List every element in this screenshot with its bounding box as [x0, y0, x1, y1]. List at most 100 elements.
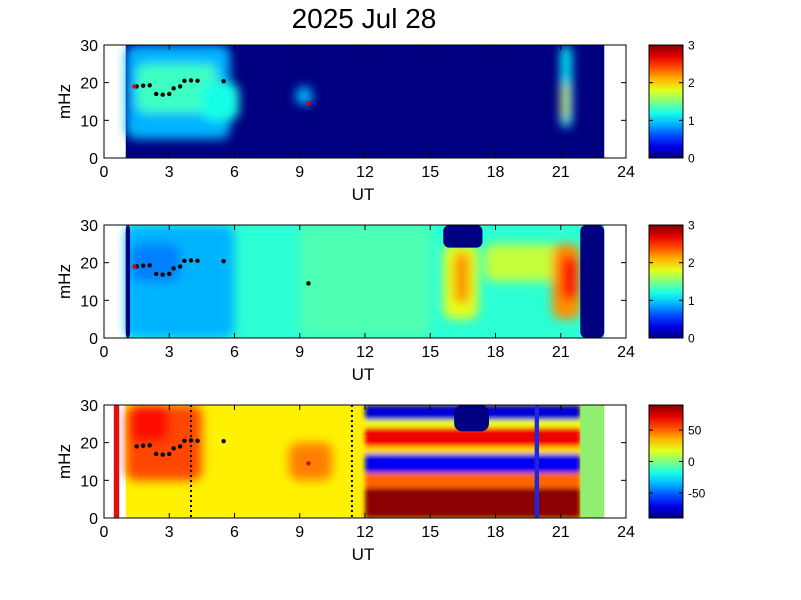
heatmap-mask	[580, 405, 605, 518]
x-tick-label: 21	[552, 524, 570, 541]
marker-point	[221, 438, 226, 444]
colorbar-tick-label: -50	[688, 486, 706, 500]
marker-point	[167, 91, 172, 97]
colorbar-tick-label: 1	[688, 294, 695, 308]
marker-point	[182, 78, 187, 83]
heatmap-area	[125, 45, 605, 158]
colorbar-tick-label: 2	[688, 256, 695, 270]
colorbar-frame	[648, 44, 684, 159]
x-tick-label: 15	[421, 344, 439, 361]
x-tick-label: 0	[100, 524, 109, 541]
x-tick-label: 24	[617, 164, 635, 181]
x-tick-label: 12	[356, 164, 374, 181]
heatmap-cell	[136, 63, 218, 113]
marker-point	[177, 444, 183, 449]
colorbar	[649, 45, 683, 158]
colorbar-tick-label: 1	[688, 114, 695, 128]
marker-point	[306, 281, 311, 286]
heatmap-cell	[130, 243, 181, 282]
marker-point	[221, 78, 226, 84]
heatmap-cell	[454, 251, 470, 305]
marker-point	[154, 91, 159, 97]
colorbar	[649, 405, 683, 518]
x-tick-label: 3	[165, 344, 174, 361]
x-tick-label: 18	[487, 524, 505, 541]
x-tick-label: 21	[552, 164, 570, 181]
marker-point	[147, 83, 152, 88]
y-tick-label: 0	[89, 511, 98, 528]
heatmap-band	[365, 487, 581, 518]
marker-point	[177, 264, 183, 269]
heatmap-cell	[130, 405, 170, 443]
y-axis-label: mHz	[55, 84, 74, 119]
x-tick-label: 3	[165, 524, 174, 541]
marker-point	[195, 438, 200, 443]
heatmap-band	[365, 446, 581, 454]
heatmap-blobs	[125, 45, 572, 140]
x-tick-label: 12	[356, 344, 374, 361]
marker-point	[195, 78, 200, 83]
marker-point	[171, 86, 176, 91]
marker-point	[140, 83, 146, 88]
y-tick-label: 30	[80, 38, 98, 55]
marker-point	[140, 263, 146, 268]
x-tick-label: 21	[552, 344, 570, 361]
x-axis-label: UT	[352, 185, 375, 204]
marker-point	[182, 258, 187, 263]
heatmap-cell	[201, 82, 239, 121]
heatmap-cell	[295, 86, 313, 106]
marker-point	[171, 446, 176, 451]
x-tick-label: 0	[100, 344, 109, 361]
y-tick-label: 30	[80, 218, 98, 235]
x-tick-label: 24	[617, 524, 635, 541]
colorbar	[649, 225, 683, 338]
marker-point	[154, 271, 159, 277]
colorbar-tick-label: 3	[688, 219, 695, 233]
marker-point	[147, 263, 152, 268]
heatmap-cell	[299, 225, 431, 338]
heatmap-cell	[288, 442, 333, 481]
x-tick-label: 9	[295, 344, 304, 361]
y-tick-label: 30	[80, 398, 98, 415]
heatmap-mask	[580, 225, 605, 338]
marker-point	[188, 258, 194, 263]
marker-point	[188, 78, 194, 83]
heatmap-cell	[561, 82, 569, 121]
colorbar-tick-label: 2	[688, 76, 695, 90]
heatmap-mask	[443, 225, 483, 248]
x-tick-label: 9	[295, 164, 304, 181]
marker-point-red	[306, 461, 311, 466]
x-tick-label: 9	[295, 524, 304, 541]
y-axis-label: mHz	[55, 264, 74, 299]
marker-point	[221, 258, 226, 264]
marker-point	[195, 258, 200, 263]
heatmap-area	[125, 225, 605, 338]
blue-bar	[534, 405, 539, 518]
marker-point	[188, 438, 194, 443]
colorbar-tick-label: 0	[688, 152, 695, 166]
heatmap-mask	[454, 405, 489, 432]
x-tick-label: 6	[230, 164, 239, 181]
x-tick-label: 6	[230, 344, 239, 361]
heatmap-blobs	[125, 405, 333, 481]
x-tick-label: 0	[100, 164, 109, 181]
x-tick-label: 3	[165, 164, 174, 181]
colorbar-tick-label: 3	[688, 39, 695, 53]
x-tick-label: 18	[487, 344, 505, 361]
x-axis-label: UT	[352, 545, 375, 564]
heatmap-mask	[125, 225, 131, 338]
marker-point	[167, 451, 172, 457]
marker-point	[160, 452, 165, 457]
heatmap-blob-clip	[125, 45, 572, 140]
colorbar-frame	[648, 224, 684, 339]
x-tick-label: 15	[421, 524, 439, 541]
heatmap-blob-clip	[125, 225, 581, 338]
x-tick-label: 24	[617, 344, 635, 361]
marker-point	[182, 438, 187, 443]
marker-point	[134, 444, 139, 449]
panel-bottom: 0 3 6 9 12 15 18 21 24 0 10 20 30 UT mHz 50 0 -50	[55, 398, 706, 564]
y-tick-label: 10	[80, 473, 98, 490]
heatmap-cell	[560, 255, 579, 301]
